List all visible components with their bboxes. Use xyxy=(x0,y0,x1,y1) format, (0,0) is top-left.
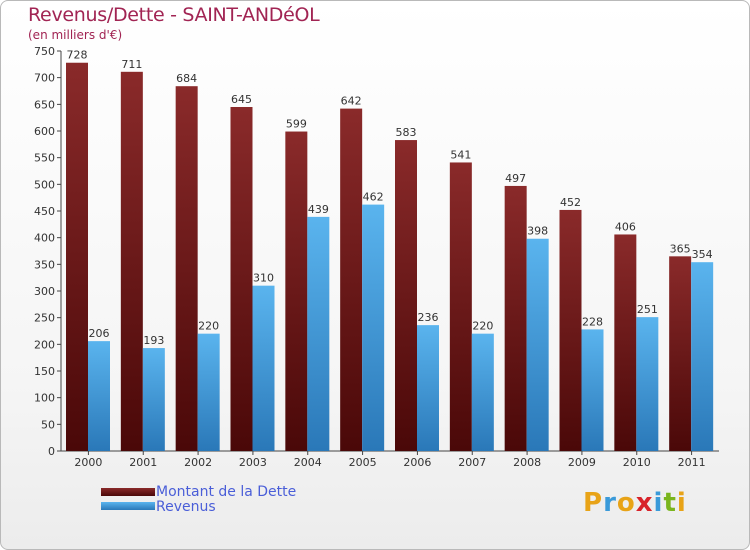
x-tick-label: 2009 xyxy=(568,456,596,469)
chart-title: Revenus/Dette - SAINT-ANDéOL xyxy=(28,4,320,26)
data-label-debt: 497 xyxy=(505,172,526,185)
y-tick-label: 450 xyxy=(34,205,55,218)
data-label-revenue: 354 xyxy=(692,248,713,261)
bar-debt xyxy=(230,107,253,451)
y-tick-label: 0 xyxy=(48,445,55,458)
chart-subtitle: (en milliers d'€) xyxy=(28,28,123,42)
bar-revenue xyxy=(691,262,714,451)
data-label-debt: 452 xyxy=(560,196,581,209)
x-tick-label: 2000 xyxy=(74,456,102,469)
bar-revenue xyxy=(197,333,220,451)
y-tick-label: 400 xyxy=(34,232,55,245)
bar-revenue xyxy=(252,285,275,451)
y-tick-label: 500 xyxy=(34,178,55,191)
x-tick-label: 2010 xyxy=(623,456,651,469)
y-tick-label: 200 xyxy=(34,338,55,351)
x-tick-label: 2001 xyxy=(129,456,157,469)
x-tick-label: 2008 xyxy=(513,456,541,469)
y-tick-label: 350 xyxy=(34,258,55,271)
y-tick-label: 650 xyxy=(34,98,55,111)
bar-revenue xyxy=(526,238,549,451)
logo-letter: i xyxy=(676,488,687,518)
y-tick-label: 550 xyxy=(34,152,55,165)
data-label-debt: 365 xyxy=(670,242,691,255)
data-label-revenue: 220 xyxy=(472,320,493,333)
bar-debt xyxy=(559,209,582,451)
logo-letter: r xyxy=(603,488,617,518)
data-label-debt: 599 xyxy=(286,118,307,131)
y-tick-label: 300 xyxy=(34,285,55,298)
data-label-revenue: 193 xyxy=(143,334,164,347)
data-label-debt: 684 xyxy=(176,72,197,85)
data-label-debt: 711 xyxy=(121,58,142,71)
y-tick-label: 700 xyxy=(34,72,55,85)
logo-letter: x xyxy=(635,488,654,518)
bar-revenue xyxy=(581,329,604,451)
x-tick-label: 2007 xyxy=(458,456,486,469)
bar-revenue xyxy=(88,341,110,451)
bar-revenue xyxy=(417,325,439,451)
bar-debt xyxy=(120,71,143,452)
y-tick-label: 600 xyxy=(34,125,55,138)
x-tick-label: 2004 xyxy=(294,456,322,469)
x-tick-label: 2002 xyxy=(184,456,212,469)
data-label-revenue: 228 xyxy=(582,315,603,328)
data-label-debt: 583 xyxy=(396,126,417,139)
logo-letter: o xyxy=(616,488,636,518)
logo-letter: t xyxy=(663,488,677,518)
bar-debt xyxy=(449,162,472,451)
logo-letter: i xyxy=(653,488,664,518)
logo-letter: P xyxy=(583,488,604,518)
legend-label-debt: Montant de la Dette xyxy=(156,484,297,500)
data-label-debt: 406 xyxy=(615,220,636,233)
bar-revenue xyxy=(142,348,165,451)
data-label-revenue: 251 xyxy=(637,303,658,316)
data-label-revenue: 220 xyxy=(198,320,219,333)
bar-debt xyxy=(285,131,308,452)
proxiti-logo: Proxiti xyxy=(583,488,687,518)
bar-revenue xyxy=(362,204,385,451)
bar-debt xyxy=(340,108,363,451)
bar-revenue xyxy=(471,333,494,451)
legend-swatch-revenue xyxy=(101,502,155,510)
bar-revenue xyxy=(636,317,659,451)
bar-debt xyxy=(66,62,88,451)
y-tick-label: 750 xyxy=(34,45,55,58)
bar-debt xyxy=(614,234,637,451)
data-label-debt: 728 xyxy=(67,49,88,62)
x-tick-label: 2011 xyxy=(678,456,706,469)
data-label-revenue: 462 xyxy=(363,191,384,204)
bar-debt xyxy=(175,86,198,451)
data-label-debt: 645 xyxy=(231,93,252,106)
x-tick-label: 2006 xyxy=(403,456,431,469)
data-label-revenue: 398 xyxy=(527,225,548,238)
y-tick-label: 250 xyxy=(34,312,55,325)
data-label-revenue: 206 xyxy=(89,327,110,340)
legend-swatch-debt xyxy=(101,488,155,496)
legend-label-revenue: Revenus xyxy=(156,499,216,515)
y-tick-label: 100 xyxy=(34,392,55,405)
bar-debt xyxy=(504,185,527,451)
x-tick-label: 2005 xyxy=(349,456,377,469)
data-label-revenue: 310 xyxy=(253,272,274,285)
bar-debt xyxy=(669,256,692,451)
bar-debt xyxy=(395,140,417,452)
data-label-debt: 541 xyxy=(450,148,471,161)
data-label-revenue: 236 xyxy=(418,311,439,324)
x-tick-label: 2003 xyxy=(239,456,267,469)
data-label-debt: 642 xyxy=(341,95,362,108)
data-label-revenue: 439 xyxy=(308,203,329,216)
bar-revenue xyxy=(307,216,330,451)
y-tick-label: 150 xyxy=(34,365,55,378)
y-tick-label: 50 xyxy=(41,418,55,431)
